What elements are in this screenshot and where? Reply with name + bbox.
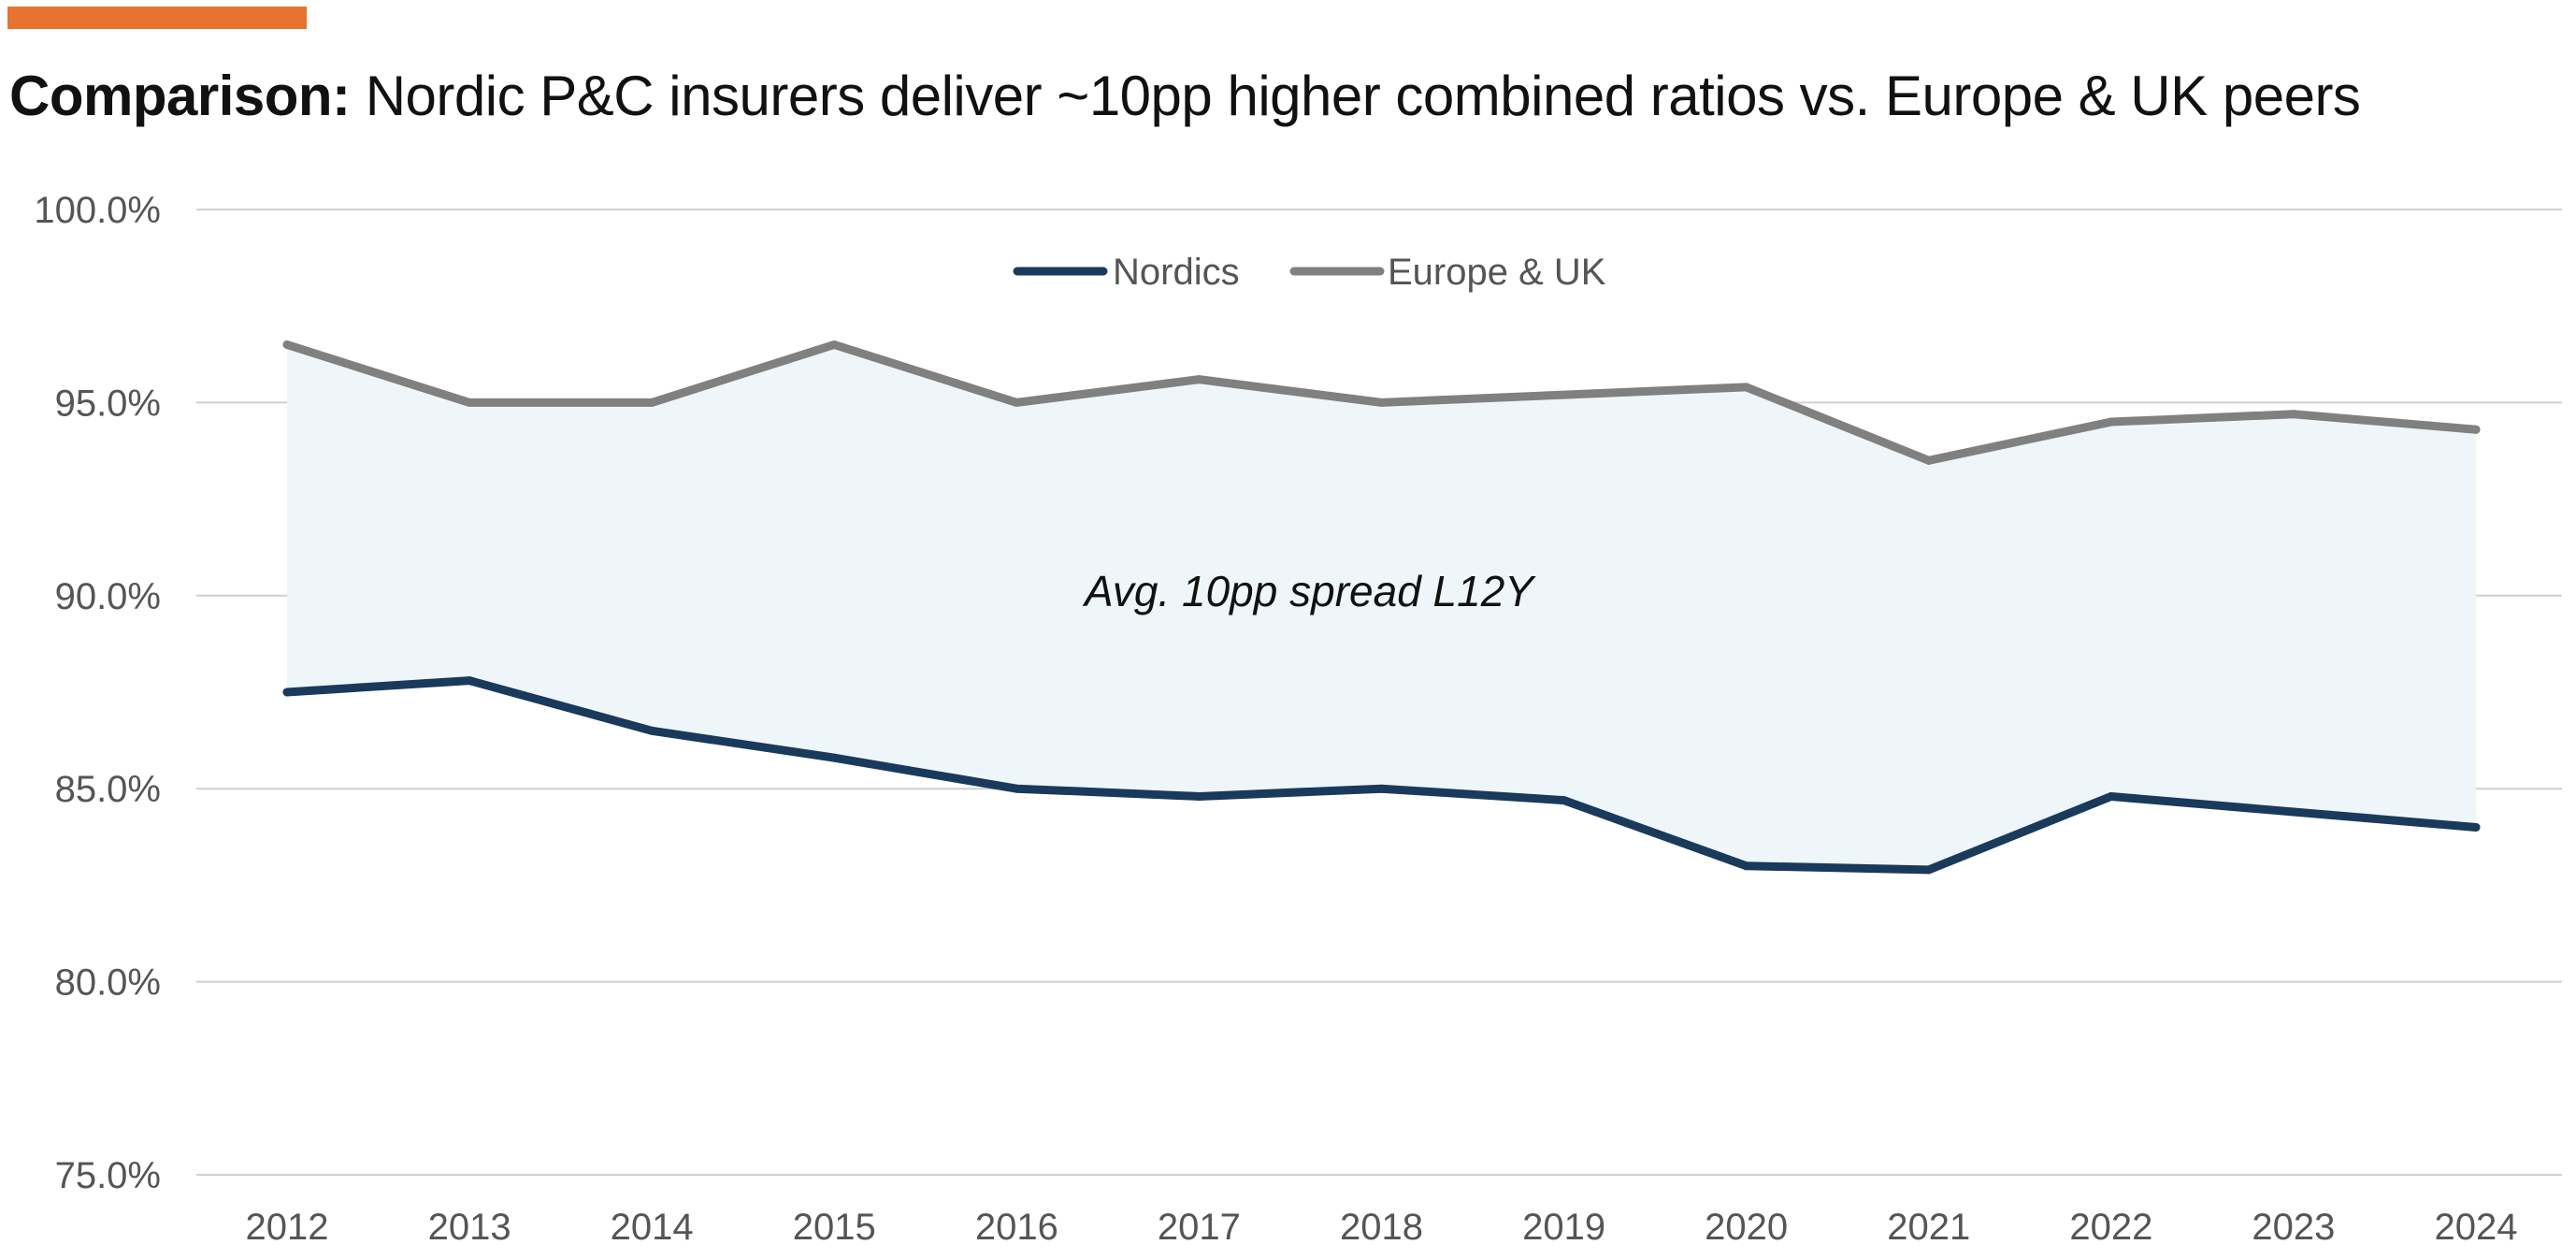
y-tick-label: 95.0% bbox=[55, 383, 161, 424]
series-line-europe-uk-point bbox=[1194, 375, 1203, 384]
series-line-europe-uk-point bbox=[2107, 417, 2116, 427]
series-line-nordics-point bbox=[647, 726, 656, 735]
y-tick-label: 90.0% bbox=[55, 576, 161, 617]
series-line-nordics-point bbox=[2289, 807, 2298, 817]
series-line-europe-uk-point bbox=[282, 340, 292, 349]
series-line-nordics-point bbox=[1924, 865, 1934, 875]
x-tick-label: 2017 bbox=[1158, 1207, 1241, 1248]
x-tick-label: 2019 bbox=[1522, 1207, 1605, 1248]
series-line-europe-uk-point bbox=[1377, 398, 1386, 407]
series-line-nordics-point bbox=[465, 676, 474, 686]
y-tick-label: 75.0% bbox=[55, 1155, 161, 1196]
x-tick-label: 2013 bbox=[428, 1207, 511, 1248]
chart-title-rest: Nordic P&C insurers deliver ~10pp higher… bbox=[365, 65, 2361, 127]
x-tick-label: 2015 bbox=[793, 1207, 876, 1248]
y-tick-label: 80.0% bbox=[55, 962, 161, 1004]
x-tick-label: 2018 bbox=[1340, 1207, 1423, 1248]
series-line-nordics-point bbox=[2471, 822, 2481, 832]
y-tick-label: 85.0% bbox=[55, 769, 161, 810]
series-line-europe-uk-point bbox=[647, 398, 656, 407]
series-line-europe-uk-point bbox=[1742, 383, 1751, 392]
accent-bar bbox=[7, 7, 307, 29]
series-line-nordics-point bbox=[282, 687, 292, 697]
series-line-europe-uk-point bbox=[465, 398, 474, 407]
y-tick-label: 100.0% bbox=[34, 190, 161, 231]
series-line-nordics-point bbox=[1194, 791, 1203, 801]
x-tick-label: 2012 bbox=[246, 1207, 329, 1248]
chart-title-lead: Comparison: bbox=[9, 65, 351, 127]
x-tick-label: 2016 bbox=[975, 1207, 1058, 1248]
series-line-europe-uk-point bbox=[1924, 456, 1934, 465]
x-tick-label: 2014 bbox=[611, 1207, 694, 1248]
series-line-nordics-point bbox=[2107, 791, 2116, 801]
series-line-nordics-point bbox=[829, 753, 839, 762]
legend-nordics-label: Nordics bbox=[1113, 252, 1240, 293]
x-tick-label: 2024 bbox=[2435, 1207, 2518, 1248]
series-line-nordics-point bbox=[1560, 796, 1569, 805]
series-line-nordics-point bbox=[1377, 784, 1386, 793]
chart-title: Comparison: Nordic P&C insurers deliver … bbox=[9, 64, 2361, 128]
series-line-europe-uk-point bbox=[2471, 425, 2481, 434]
legend-europe-uk-label: Europe & UK bbox=[1388, 252, 1606, 293]
series-line-nordics-point bbox=[1012, 784, 1021, 793]
series-line-nordics-point bbox=[1742, 861, 1751, 871]
spread-annotation: Avg. 10pp spread L12Y bbox=[1082, 567, 1536, 615]
series-line-europe-uk-point bbox=[829, 340, 839, 349]
x-tick-label: 2022 bbox=[2069, 1207, 2152, 1248]
x-tick-label: 2021 bbox=[1887, 1207, 1970, 1248]
series-line-europe-uk-point bbox=[2289, 410, 2298, 419]
series-line-europe-uk-point bbox=[1560, 390, 1569, 399]
series-line-europe-uk-point bbox=[1012, 398, 1021, 407]
x-tick-label: 2020 bbox=[1705, 1207, 1788, 1248]
spread-area bbox=[287, 344, 2476, 870]
x-tick-label: 2023 bbox=[2252, 1207, 2335, 1248]
